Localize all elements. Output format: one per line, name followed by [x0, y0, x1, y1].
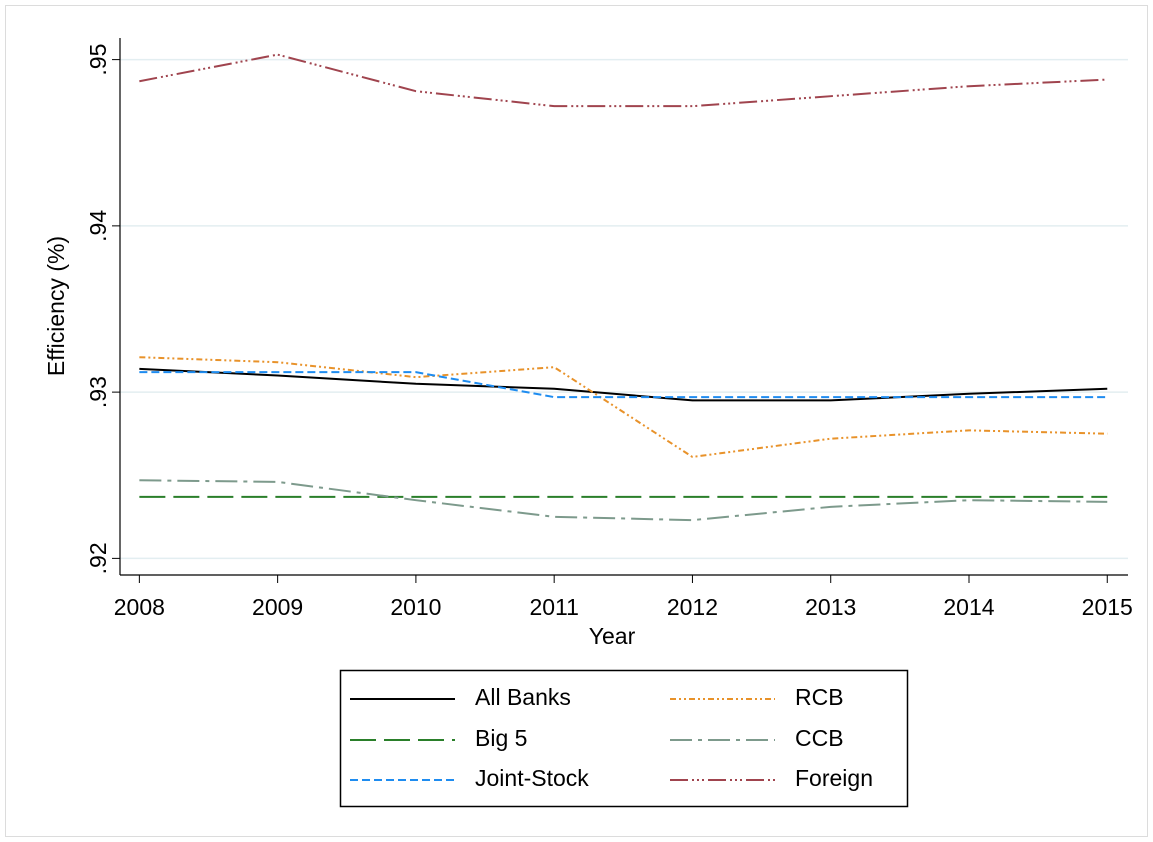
y-axis-label: Efficiency (%) — [43, 236, 69, 376]
legend-label: Big 5 — [475, 725, 527, 751]
x-axis-label: Year — [589, 623, 636, 649]
y-tick-label: .94 — [85, 210, 111, 242]
legend-box — [339, 669, 909, 808]
y-tick-label: .95 — [85, 44, 111, 76]
legend-label: Foreign — [795, 765, 873, 791]
y-tick-label: .93 — [85, 376, 111, 408]
x-tick-label: 2011 — [529, 594, 578, 620]
x-tick-label: 2013 — [805, 594, 856, 620]
legend-label: Joint-Stock — [475, 765, 589, 791]
series-line — [139, 479, 1108, 522]
series-line — [139, 53, 1108, 108]
x-tick-label: 2014 — [943, 594, 994, 620]
legend-label: CCB — [795, 725, 844, 751]
series-line — [139, 356, 1108, 458]
x-tick-label: 2009 — [252, 594, 303, 620]
x-tick-label: 2010 — [390, 594, 441, 620]
x-tick-label: 2015 — [1082, 594, 1133, 620]
x-tick-label: 2008 — [114, 594, 165, 620]
legend-label: All Banks — [475, 684, 571, 710]
x-tick-label: 2012 — [667, 594, 718, 620]
legend-label: RCB — [795, 684, 844, 710]
y-tick-label: .92 — [85, 542, 111, 574]
series-line — [139, 371, 1108, 399]
series-line — [139, 367, 1108, 402]
